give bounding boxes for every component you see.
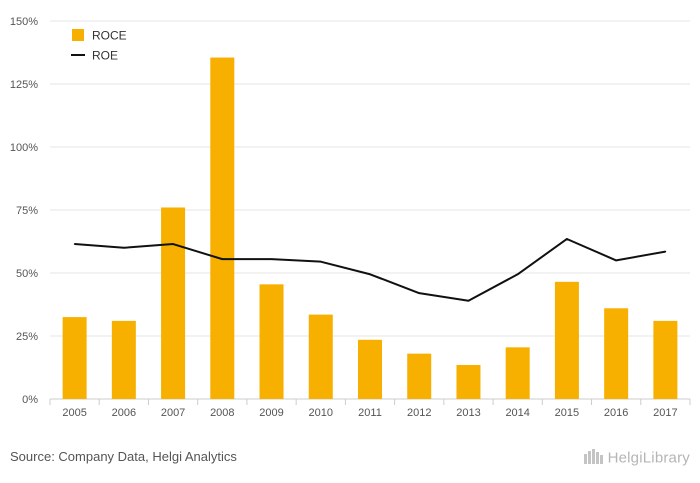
building-icon <box>583 448 605 468</box>
bar-roce <box>62 317 87 399</box>
y-tick-label: 0% <box>22 394 38 406</box>
point-roe <box>516 273 519 276</box>
bar-roce <box>505 347 530 399</box>
bar-roce <box>407 353 432 399</box>
y-tick-label: 25% <box>16 331 38 343</box>
x-tick-label: 2017 <box>653 407 677 419</box>
point-roe <box>270 258 273 260</box>
chart: 0% 25% 50% 75% 100% 125% 150% 2005 2006 2007 2008 2… <box>10 16 691 419</box>
x-tick-label: 2010 <box>309 407 333 419</box>
bar-roce <box>111 320 136 399</box>
bar-roce <box>653 320 678 399</box>
x-tick-label: 2005 <box>62 407 86 419</box>
source-note: Source: Company Data, Helgi Analytics <box>10 449 237 464</box>
x-tick-label: 2007 <box>161 407 185 419</box>
bar-roce <box>554 281 579 399</box>
legend-label-roe: ROE <box>92 49 118 63</box>
y-tick-label: 100% <box>10 142 38 154</box>
x-tick-label: 2012 <box>407 407 431 419</box>
legend-swatch-roce <box>72 29 84 41</box>
x-tick-label: 2011 <box>358 407 382 419</box>
point-roe <box>123 247 125 249</box>
x-tick-label: 2006 <box>112 407 136 419</box>
x-tick-label: 2013 <box>456 407 480 419</box>
x-tick-label: 2014 <box>505 407 529 419</box>
point-roe <box>467 299 470 302</box>
x-tick-label: 2016 <box>604 407 628 419</box>
brand-logo: HelgiLibrary <box>583 448 690 468</box>
legend-label-roce: ROCE <box>92 29 127 43</box>
bar-roce <box>358 339 382 399</box>
y-tick-label: 125% <box>10 79 38 91</box>
bar-roce <box>259 284 284 399</box>
point-roe <box>172 243 174 245</box>
point-roe <box>221 258 224 260</box>
bar-roce <box>456 364 481 399</box>
x-tick-label: 2008 <box>210 407 234 419</box>
point-roe <box>319 260 322 263</box>
y-tick-label: 50% <box>16 268 38 280</box>
bar-roce <box>308 314 333 399</box>
bar-roce <box>161 207 186 399</box>
bar-roce <box>604 308 629 399</box>
x-tick-label: 2009 <box>259 407 283 419</box>
point-roe <box>664 250 667 253</box>
brand-name: HelgiLibrary <box>607 449 690 467</box>
y-tick-label: 75% <box>16 205 38 217</box>
point-roe <box>73 243 76 245</box>
point-roe <box>418 292 421 294</box>
point-roe <box>566 238 568 240</box>
x-tick-label: 2015 <box>555 407 579 419</box>
point-roe <box>615 259 617 262</box>
y-tick-label: 150% <box>10 16 38 28</box>
point-roe <box>369 273 371 276</box>
bar-roce <box>210 57 235 399</box>
